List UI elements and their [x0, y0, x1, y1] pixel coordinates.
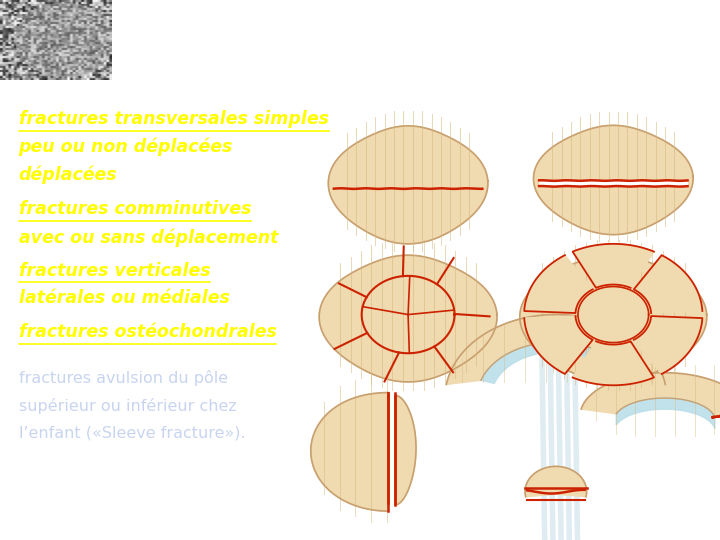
Polygon shape: [572, 244, 654, 288]
Text: fractures avulsion du pôle: fractures avulsion du pôle: [19, 370, 228, 386]
Polygon shape: [395, 395, 416, 505]
Polygon shape: [520, 255, 707, 382]
Polygon shape: [572, 341, 654, 385]
Text: avec ou sans déplacement: avec ou sans déplacement: [19, 228, 278, 247]
Polygon shape: [319, 255, 497, 382]
Text: l’enfant («Sleeve fracture»).: l’enfant («Sleeve fracture»).: [19, 426, 246, 441]
Polygon shape: [534, 125, 693, 234]
Text: latérales ou médiales: latérales ou médiales: [19, 289, 230, 307]
Text: peu ou non déplacées: peu ou non déplacées: [19, 137, 233, 156]
Ellipse shape: [16, 3, 114, 77]
Polygon shape: [634, 255, 703, 313]
Text: fractures ostéochondrales: fractures ostéochondrales: [19, 323, 276, 341]
Polygon shape: [581, 373, 720, 417]
Text: supérieur ou inférieur chez: supérieur ou inférieur chez: [19, 399, 236, 414]
Polygon shape: [616, 398, 715, 429]
Polygon shape: [481, 342, 631, 383]
Text: CLASSIFICATION MORPHOLOGIQUE: CLASSIFICATION MORPHOLOGIQUE: [84, 25, 720, 58]
Polygon shape: [446, 315, 665, 384]
Polygon shape: [525, 467, 587, 497]
Polygon shape: [328, 126, 488, 244]
Polygon shape: [311, 393, 389, 511]
Text: fractures comminutives: fractures comminutives: [19, 200, 251, 219]
Polygon shape: [524, 255, 593, 313]
Text: déplacées: déplacées: [19, 165, 117, 184]
Polygon shape: [524, 316, 593, 374]
Text: fractures verticales: fractures verticales: [19, 262, 210, 280]
Polygon shape: [634, 316, 703, 374]
Polygon shape: [578, 287, 649, 342]
Text: fractures transversales simples: fractures transversales simples: [19, 110, 328, 128]
